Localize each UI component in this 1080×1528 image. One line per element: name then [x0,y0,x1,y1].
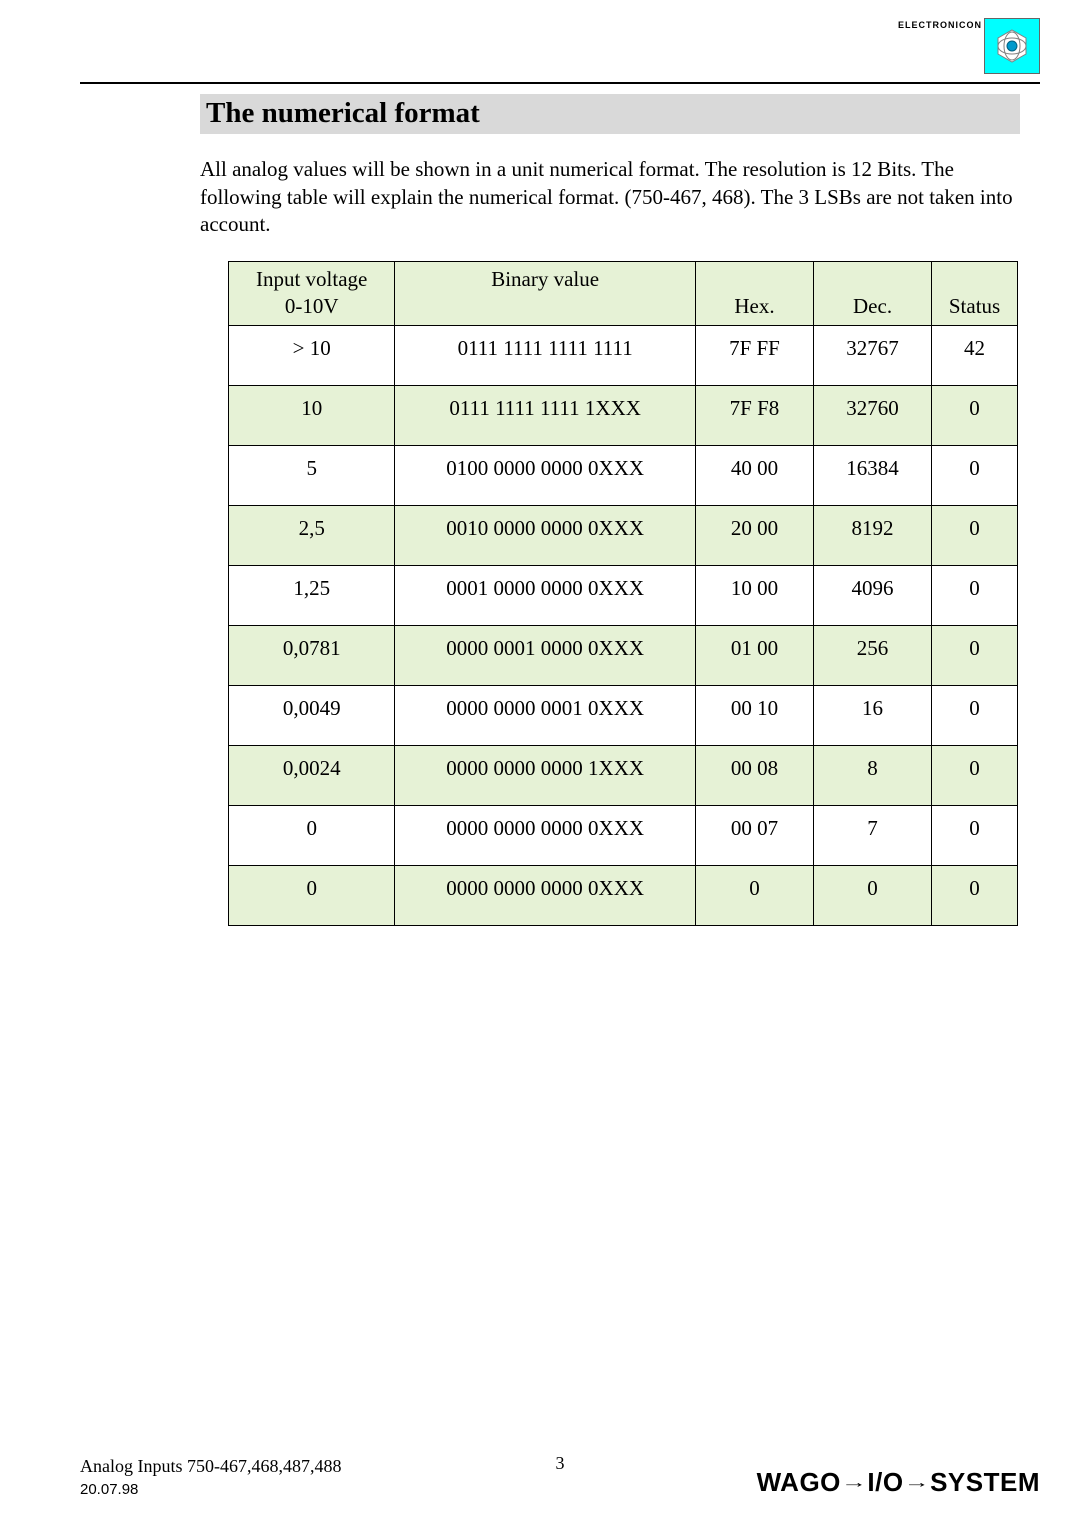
table-row: 00000 0000 0000 0XXX00 0770 [229,805,1018,865]
cell-status: 0 [932,865,1018,925]
brand-wago: WAGO [757,1467,841,1497]
logo: ELECTRONICON [898,18,1040,74]
cell-status: 0 [932,625,1018,685]
cell-dec: 8 [814,745,932,805]
th-voltage-line1: Input voltage [256,267,367,291]
arrow-icon: → [841,1473,868,1492]
footer-doc-title: Analog Inputs 750-467,468,487,488 [80,1456,341,1477]
table-row: 50100 0000 0000 0XXX40 00163840 [229,445,1018,505]
cell-voltage: 5 [229,445,395,505]
logo-icon [984,18,1040,74]
table-row: 0,00490000 0000 0001 0XXX00 10160 [229,685,1018,745]
page-number: 3 [556,1453,565,1474]
numerical-format-table: Input voltage 0-10V Binary value Hex. De… [228,261,1018,926]
section-title: The numerical format [200,94,1020,134]
th-hex: Hex. [695,262,813,326]
th-dec-label: Dec. [853,294,892,318]
cell-dec: 256 [814,625,932,685]
brand-system: SYSTEM [930,1467,1040,1497]
table-row: > 100111 1111 1111 11117F FF3276742 [229,325,1018,385]
cell-hex: 40 00 [695,445,813,505]
cell-binary: 0000 0000 0000 1XXX [395,745,696,805]
th-voltage-line2: 0-10V [285,294,339,318]
cell-voltage: 0,0781 [229,625,395,685]
cell-voltage: > 10 [229,325,395,385]
logo-label: ELECTRONICON [898,20,982,30]
cell-hex: 7F FF [695,325,813,385]
cell-dec: 8192 [814,505,932,565]
th-dec: Dec. [814,262,932,326]
cell-hex: 01 00 [695,625,813,685]
th-voltage: Input voltage 0-10V [229,262,395,326]
table-row: 2,50010 0000 0000 0XXX20 0081920 [229,505,1018,565]
cell-status: 0 [932,805,1018,865]
cell-status: 0 [932,685,1018,745]
cell-binary: 0010 0000 0000 0XXX [395,505,696,565]
cell-binary: 0000 0000 0000 0XXX [395,805,696,865]
cell-status: 0 [932,745,1018,805]
cell-voltage: 2,5 [229,505,395,565]
cell-binary: 0100 0000 0000 0XXX [395,445,696,505]
cell-voltage: 0 [229,865,395,925]
cell-binary: 0000 0000 0000 0XXX [395,865,696,925]
cell-binary: 0111 1111 1111 1111 [395,325,696,385]
cell-voltage: 1,25 [229,565,395,625]
cell-binary: 0000 0001 0000 0XXX [395,625,696,685]
cell-dec: 32760 [814,385,932,445]
intro-paragraph: All analog values will be shown in a uni… [200,156,1020,239]
table-row: 00000 0000 0000 0XXX000 [229,865,1018,925]
th-status-label: Status [949,294,1000,318]
cell-dec: 16384 [814,445,932,505]
cell-status: 0 [932,505,1018,565]
cell-dec: 16 [814,685,932,745]
cell-hex: 10 00 [695,565,813,625]
brand-logo: WAGO→I/O→SYSTEM [757,1467,1040,1498]
cell-hex: 00 08 [695,745,813,805]
cell-status: 0 [932,565,1018,625]
cell-hex: 00 10 [695,685,813,745]
table-row: 1,250001 0000 0000 0XXX10 0040960 [229,565,1018,625]
cell-dec: 4096 [814,565,932,625]
cell-dec: 32767 [814,325,932,385]
cell-binary: 0001 0000 0000 0XXX [395,565,696,625]
footer-date: 20.07.98 [80,1481,341,1498]
cell-binary: 0000 0000 0001 0XXX [395,685,696,745]
cell-status: 0 [932,385,1018,445]
th-status: Status [932,262,1018,326]
footer: 3 Analog Inputs 750-467,468,487,488 20.0… [80,1456,1040,1498]
cell-status: 0 [932,445,1018,505]
cell-hex: 00 07 [695,805,813,865]
cell-status: 42 [932,325,1018,385]
table-row: 0,00240000 0000 0000 1XXX00 0880 [229,745,1018,805]
cell-dec: 7 [814,805,932,865]
arrow-icon: → [904,1473,931,1492]
header-divider [80,82,1040,84]
table-row: 100111 1111 1111 1XXX7F F8327600 [229,385,1018,445]
cell-voltage: 0,0049 [229,685,395,745]
cell-hex: 20 00 [695,505,813,565]
th-binary-label: Binary value [491,267,599,291]
table-row: 0,07810000 0001 0000 0XXX01 002560 [229,625,1018,685]
cell-voltage: 10 [229,385,395,445]
brand-io: I/O [867,1467,903,1497]
cell-binary: 0111 1111 1111 1XXX [395,385,696,445]
cell-hex: 7F F8 [695,385,813,445]
cell-dec: 0 [814,865,932,925]
th-hex-label: Hex. [734,294,774,318]
cell-voltage: 0,0024 [229,745,395,805]
cell-voltage: 0 [229,805,395,865]
cell-hex: 0 [695,865,813,925]
th-binary: Binary value [395,262,696,326]
